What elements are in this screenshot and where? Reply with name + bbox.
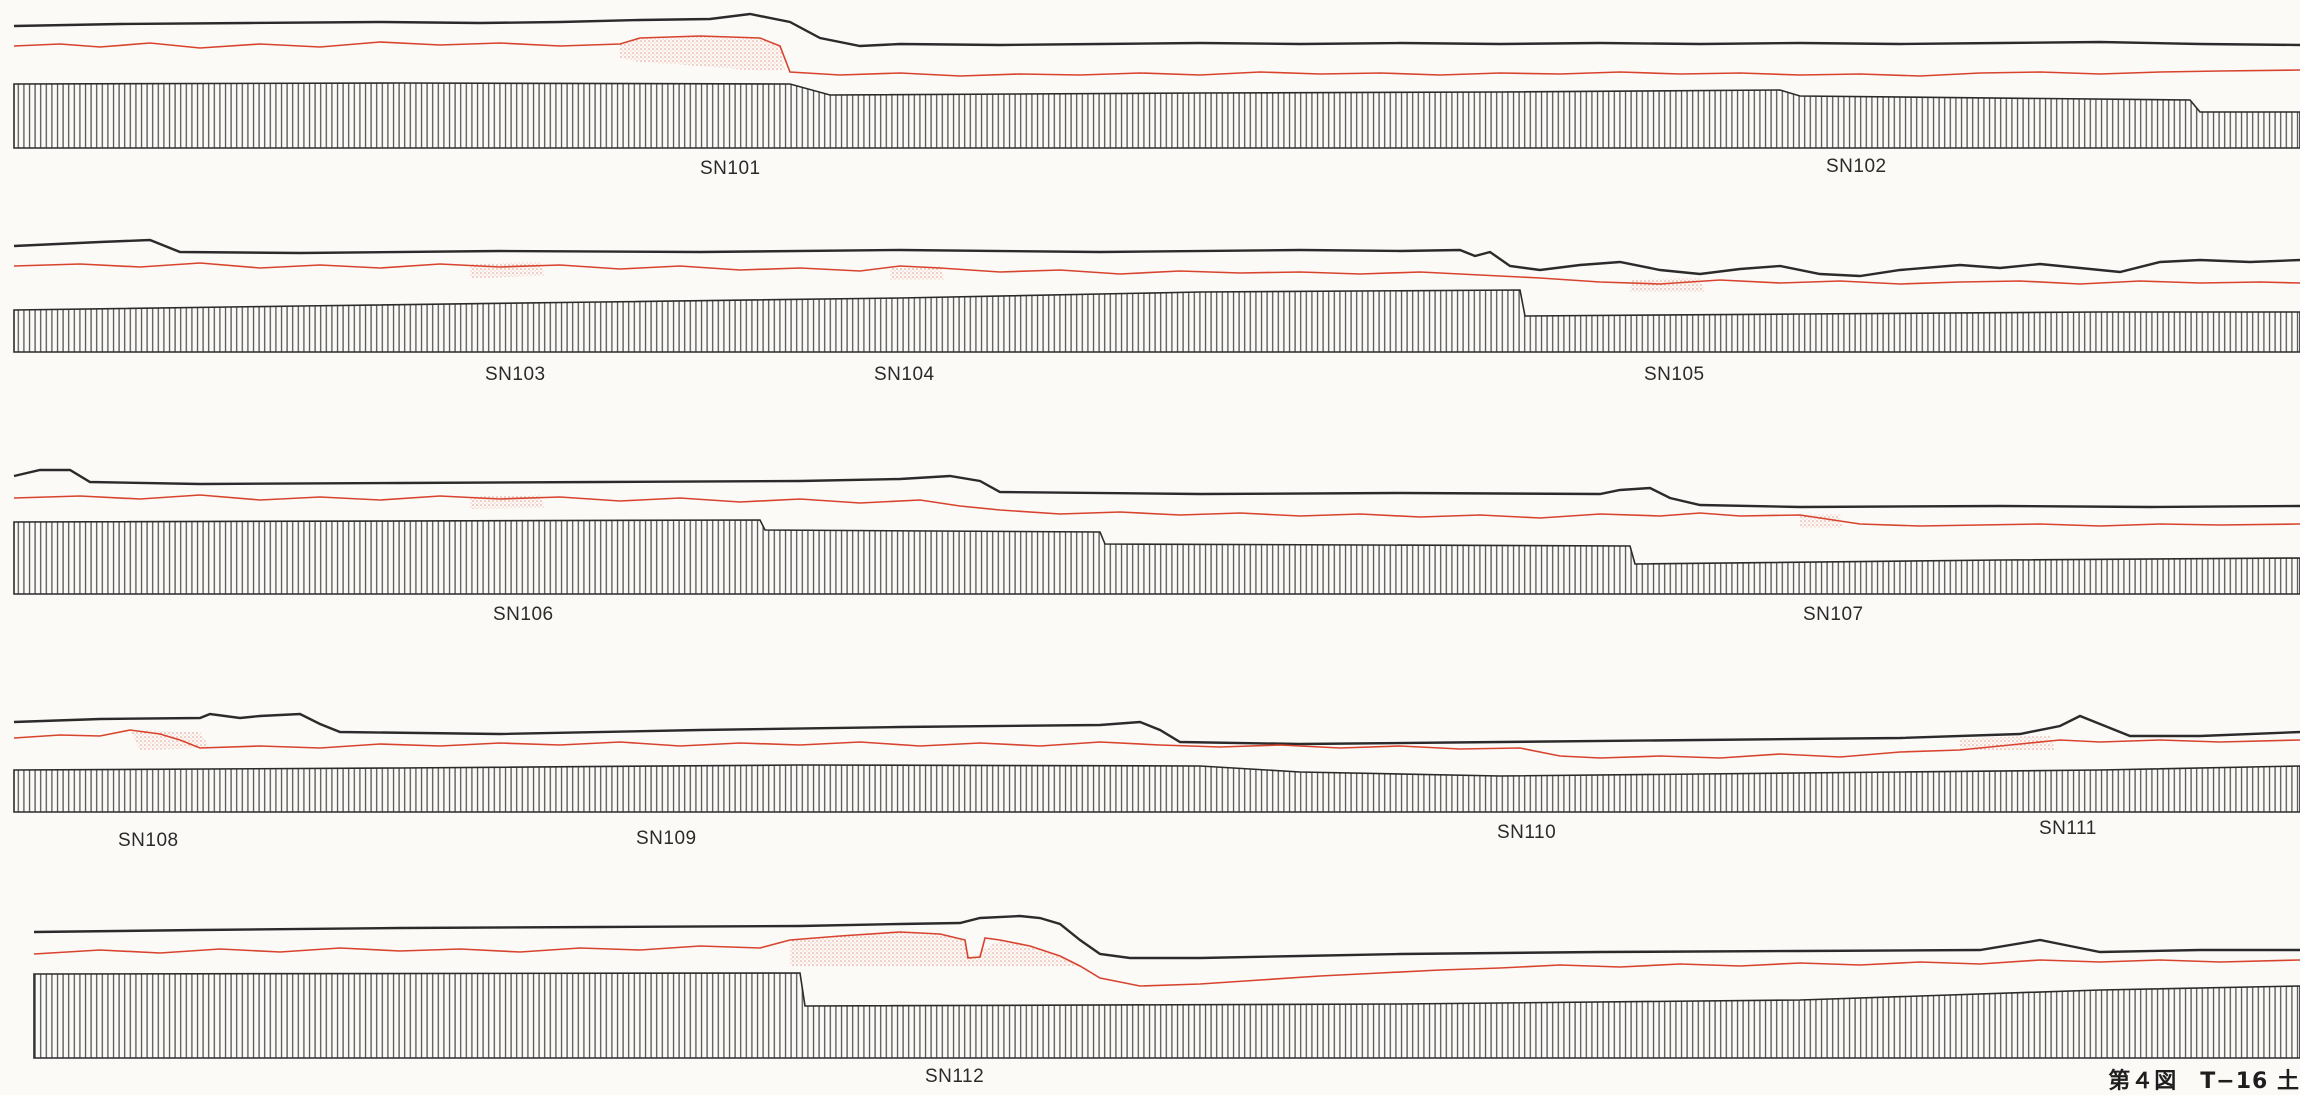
hatched-base xyxy=(13,289,2300,353)
stipple-patch xyxy=(1800,514,1842,528)
sn101-label: SN101 xyxy=(700,158,761,179)
profile-strip-4 xyxy=(13,712,2300,813)
profile-strip-2 xyxy=(13,238,2300,353)
hatched-base xyxy=(13,519,2300,595)
sn104-label: SN104 xyxy=(874,364,935,385)
stipple-patch xyxy=(620,36,785,71)
ground-line xyxy=(33,914,2300,960)
sn106-label: SN106 xyxy=(493,604,554,625)
sn107-label: SN107 xyxy=(1803,604,1864,625)
sn103-label: SN103 xyxy=(485,364,546,385)
profile-strip-3 xyxy=(13,468,2300,595)
hatched-base xyxy=(13,764,2300,813)
sn111-label: SN111 xyxy=(2039,818,2097,839)
sn112-label: SN112 xyxy=(925,1066,985,1087)
sn109-label: SN109 xyxy=(636,828,697,849)
sn105-label: SN105 xyxy=(1644,364,1705,385)
ground-line xyxy=(13,238,2300,278)
stipple-patch xyxy=(890,266,945,280)
red-layer-line xyxy=(13,729,2300,759)
red-layer-line xyxy=(13,262,2300,285)
stipple-patch xyxy=(470,262,545,278)
sn110-label: SN110 xyxy=(1497,822,1557,843)
stipple-patch xyxy=(790,932,1080,966)
profile-strip-5 xyxy=(33,914,2300,1059)
stipple-patch xyxy=(130,730,210,750)
sn108-label: SN108 xyxy=(118,830,179,851)
red-layer-line xyxy=(13,494,2300,527)
red-layer-line xyxy=(33,931,2300,987)
stipple-patch xyxy=(1960,736,2055,750)
hatched-base xyxy=(13,82,2300,149)
figure-caption: 第４図 T−16 土 xyxy=(2108,1069,2300,1094)
ground-line xyxy=(13,712,2300,746)
hatched-base xyxy=(33,972,2300,1059)
red-layer-line xyxy=(13,35,2300,77)
ground-line xyxy=(13,12,2300,48)
ground-line xyxy=(13,468,2300,509)
profile-strip-1 xyxy=(13,12,2300,149)
stipple-patch xyxy=(1630,278,1705,292)
sn102-label: SN102 xyxy=(1826,156,1887,177)
